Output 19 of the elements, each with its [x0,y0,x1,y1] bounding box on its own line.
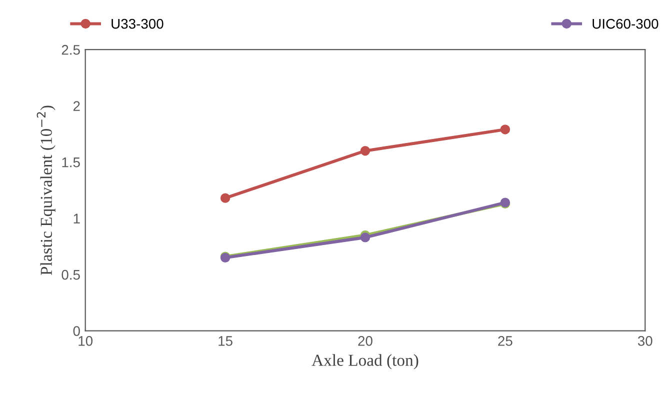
y-tick-label: 0 [73,326,80,336]
point [360,232,370,242]
y-tick-label: 1 [74,214,80,224]
x-axis-title: Axle Load (ton) [312,354,418,370]
y-tick-label: 0.5 [62,270,80,280]
point [220,193,230,203]
y-axis-title: Plastic Equivalent (10$^{−2}$) [36,106,56,276]
x-tick-label: 30 [638,336,652,346]
y-tick-label: 1.5 [62,158,80,168]
point [360,146,370,156]
x-tick-label: 10 [78,336,93,346]
y-tick-label: 2.5 [62,44,80,55]
x-tick-label: 20 [358,336,372,346]
legend-label: U33-300 [112,18,164,29]
x-tick-label: 15 [218,336,232,346]
y-tick-label: 2 [73,101,80,111]
x-tick-label: 25 [498,336,512,346]
legend-label: UIC60-300 [592,18,658,29]
point [500,124,510,134]
